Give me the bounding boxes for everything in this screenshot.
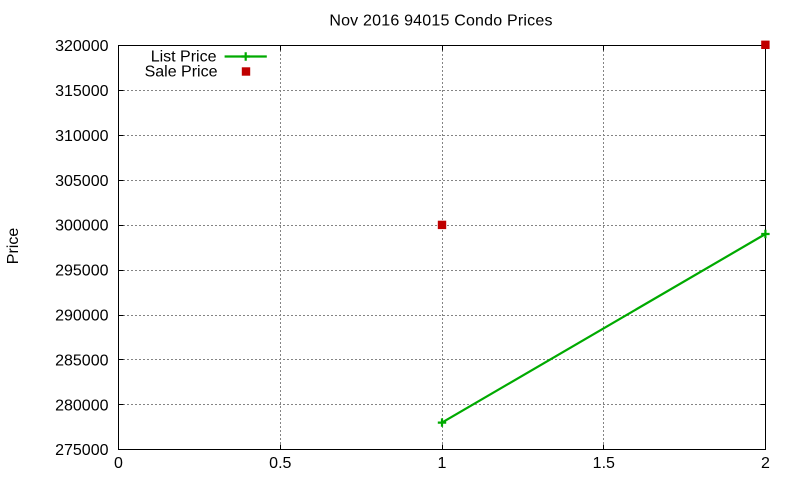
svg-text:List Price: List Price (151, 48, 217, 65)
svg-text:0.5: 0.5 (269, 455, 291, 472)
svg-text:Price: Price (5, 228, 22, 265)
svg-text:285000: 285000 (55, 352, 108, 369)
svg-text:1: 1 (438, 455, 447, 472)
svg-text:305000: 305000 (55, 173, 108, 190)
svg-text:Sale Price: Sale Price (145, 63, 218, 80)
svg-text:280000: 280000 (55, 397, 108, 414)
svg-text:310000: 310000 (55, 128, 108, 145)
svg-text:290000: 290000 (55, 308, 108, 325)
svg-text:300000: 300000 (55, 218, 108, 235)
svg-text:0: 0 (114, 455, 123, 472)
svg-text:295000: 295000 (55, 263, 108, 280)
svg-text:320000: 320000 (55, 38, 108, 55)
svg-text:2: 2 (761, 455, 770, 472)
svg-text:Nov 2016 94015 Condo Prices: Nov 2016 94015 Condo Prices (329, 13, 552, 30)
svg-text:275000: 275000 (55, 442, 108, 459)
svg-text:315000: 315000 (55, 83, 108, 100)
svg-text:1.5: 1.5 (593, 455, 615, 472)
